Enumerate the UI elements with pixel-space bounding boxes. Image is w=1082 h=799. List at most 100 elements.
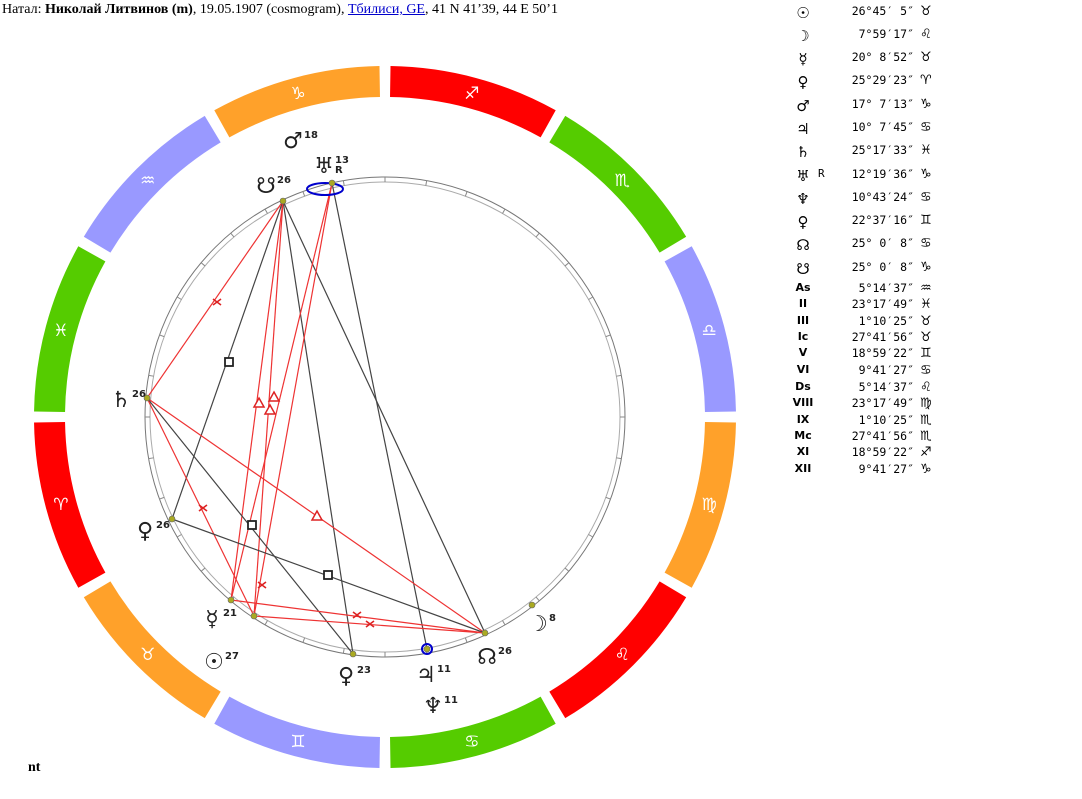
position-degree: 27°41′56″	[851, 330, 914, 344]
moon-degree-label: 8	[549, 613, 556, 624]
position-row-mars: ♂ 17° 7′13″ ♑	[790, 97, 1040, 119]
wheel-tick	[502, 620, 506, 626]
venus-degree-label: 26	[156, 520, 170, 531]
zodiac-sign-cancer: ♋	[464, 732, 479, 752]
position-sign-icon: ♏	[920, 413, 932, 428]
footer-mark: nt	[28, 760, 41, 775]
position-degree: 22°37′16″	[851, 213, 914, 227]
position-degree: 23°17′49″	[851, 396, 914, 410]
zodiac-segment-aquarius	[83, 115, 221, 253]
saturn-degree-label: 26	[132, 389, 146, 400]
position-row-house-6: VI 9°41′27″ ♋	[790, 363, 1040, 385]
saturn-icon: ♄	[111, 388, 131, 413]
position-degree: 25° 0′ 8″	[851, 236, 914, 250]
trine-aspect-marker	[252, 396, 266, 408]
mercury-degree-label: 21	[223, 608, 237, 619]
wheel-outer-circle	[144, 176, 626, 658]
position-sign-icon: ♐	[920, 445, 932, 460]
jupiter-icon: ♃	[796, 120, 810, 138]
quincunx-aspect-marker	[365, 620, 375, 628]
position-degree: 5°14′37″	[858, 281, 914, 295]
wheel-tick	[176, 296, 182, 300]
position-degree: 10°43′24″	[851, 190, 914, 204]
descendant-icon: Ds	[795, 380, 811, 393]
wheel-tick	[302, 191, 306, 197]
zodiac-segment-sagittarius	[390, 66, 556, 138]
moon-icon: ☽	[796, 27, 810, 45]
zodiac-sign-scorpio: ♏	[615, 171, 630, 191]
wheel-tick	[616, 457, 622, 460]
zodiac-segment-virgo	[664, 422, 736, 588]
position-row-house-12: XII 9°41′27″ ♑	[790, 462, 1040, 484]
zodiac-segment-pisces	[34, 246, 106, 412]
position-row-house-2: II 23°17′49″ ♓	[790, 297, 1040, 319]
position-sign-icon: ♓	[920, 143, 932, 158]
zodiac-sign-taurus: ♉	[140, 645, 155, 665]
neptune-degree-label: 11	[444, 695, 458, 706]
chart-header: Натал: Николай Литвинов (m), 19.05.1907 …	[2, 2, 558, 18]
proserpina-icon: ♀	[797, 213, 809, 231]
wheel-tick	[564, 567, 570, 572]
saturn-dot	[143, 394, 151, 402]
venus-icon: ♀	[137, 519, 153, 544]
position-row-sun: ☉ 26°45′ 5″ ♉	[790, 4, 1040, 26]
quincunx-aspect-marker	[257, 581, 267, 589]
position-degree: 1°10′25″	[858, 314, 914, 328]
position-row-house-5: V 18°59′22″ ♊	[790, 346, 1040, 368]
proserpina-dot	[349, 650, 357, 658]
house-11-icon: XI	[796, 445, 810, 458]
quincunx-aspect-marker	[198, 504, 208, 512]
natal-chart: ♑ ♐♏♎♍♌♋♊♉♈♓♒♂ 18♅ 13R☋ 26♄ 26♀ 26☿ 21☉ 27♀ 23 ♃ 11…	[34, 66, 736, 768]
position-sign-icon: ♍	[920, 396, 932, 411]
coordinates: , 41 N 41’39, 44 E 50’1	[424, 2, 558, 17]
position-degree: 9°41′27″	[858, 462, 914, 476]
position-sign-icon: ♑	[920, 97, 932, 112]
aspect-line-south-node-north-node	[282, 200, 486, 634]
position-row-neptune: ♆ 10°43′24″ ♋	[790, 190, 1040, 212]
house-9-icon: IX	[796, 413, 810, 426]
jupiter-highlight	[421, 643, 433, 655]
trine-aspect-marker	[310, 509, 324, 521]
position-row-house-9: IX 1°10′25″ ♏	[790, 413, 1040, 435]
house-5-icon: V	[798, 346, 808, 359]
wheel-tick	[605, 496, 611, 500]
position-sign-icon: ♉	[920, 314, 932, 329]
zodiac-sign-aquarius: ♒	[140, 171, 155, 191]
position-row-house-8: VIII 23°17′49″ ♍	[790, 396, 1040, 418]
venus-icon: ♀	[797, 73, 809, 91]
square-aspect-marker	[224, 357, 234, 367]
wheel-tick	[564, 262, 570, 267]
position-degree: 10° 7′45″	[851, 120, 914, 134]
neptune-icon: ♆	[423, 694, 443, 719]
sun-degree-label: 27	[225, 651, 239, 662]
position-row-mercury: ☿ 20° 8′52″ ♉	[790, 50, 1040, 72]
uranus-icon: ♅	[796, 167, 810, 185]
north-node-icon: ☊	[477, 645, 497, 670]
position-sign-icon: ♋	[920, 236, 932, 251]
proserpina-icon: ♀	[338, 664, 354, 689]
wheel-tick	[588, 534, 594, 538]
north-node-icon: ☊	[796, 236, 810, 254]
south-node-degree-label: 26	[277, 175, 291, 186]
position-sign-icon: ♊	[920, 346, 932, 361]
zodiac-sign-aries: ♈	[53, 495, 68, 515]
place-link[interactable]: Тбилиси, GE	[347, 2, 425, 17]
wheel-tick	[464, 637, 468, 643]
wheel-tick	[535, 232, 540, 238]
position-row-house-11: XI 18°59′22″ ♐	[790, 445, 1040, 467]
position-degree: 5°14′37″	[858, 380, 914, 394]
wheel-tick	[302, 637, 306, 643]
position-sign-icon: ♏	[920, 429, 932, 444]
north-node-degree-label: 26	[498, 646, 512, 657]
house-6-icon: VI	[796, 363, 810, 376]
position-sign-icon: ♋	[920, 190, 932, 205]
position-degree: 17° 7′13″	[851, 97, 914, 111]
sun-icon: ☉	[796, 4, 810, 22]
square-aspect-marker	[247, 520, 257, 530]
uranus-degree-label: 13	[335, 155, 349, 166]
ascendant-icon: As	[795, 281, 811, 294]
trine-aspect-marker	[267, 390, 281, 402]
position-row-ascendant: As 5°14′37″ ♒	[790, 281, 1040, 303]
position-degree: 12°19′36″	[851, 167, 914, 181]
header-prefix: Натал:	[2, 2, 45, 17]
